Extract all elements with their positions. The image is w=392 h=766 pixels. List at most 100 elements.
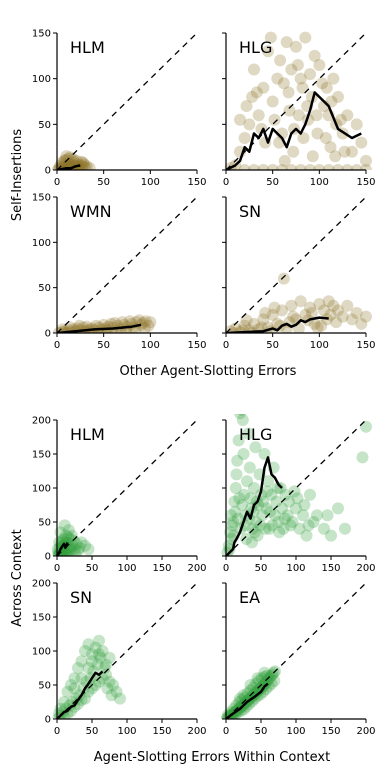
scatter-point — [304, 68, 316, 81]
scatter-point — [268, 674, 281, 687]
scatter-point — [292, 109, 305, 122]
trend-line — [225, 316, 329, 333]
scatter-point — [101, 682, 114, 695]
scatter-point — [315, 9, 327, 21]
y-tick-label: 200 — [32, 416, 51, 427]
scatter-point — [320, 81, 333, 94]
scatter-point — [100, 668, 112, 681]
scatter-point — [278, 154, 291, 167]
scatter-point — [308, 317, 321, 330]
scatter-point — [243, 118, 256, 131]
scatter-point — [271, 72, 284, 85]
scatter-point — [271, 482, 284, 494]
scatter-point — [346, 145, 358, 158]
scatter-point — [313, 164, 326, 170]
scatter-point — [316, 77, 329, 90]
scatter-point — [82, 638, 95, 651]
scatter-point — [238, 319, 251, 332]
plot-area — [221, 414, 372, 556]
scatter-point — [355, 317, 368, 330]
scatter-point — [360, 164, 372, 170]
scatter-point — [250, 86, 263, 99]
scatter-point — [304, 301, 316, 314]
scatter-point — [360, 420, 372, 433]
scatter-point — [105, 689, 118, 702]
scatter-point — [72, 662, 84, 674]
scatter-point — [68, 672, 81, 685]
scatter-point — [248, 526, 261, 539]
x-tick-label: 100 — [286, 726, 305, 737]
scatter-point — [93, 648, 105, 661]
x-tick-label: 150 — [152, 726, 171, 737]
x-tick-label: 0 — [223, 177, 229, 188]
scatter-point — [75, 655, 88, 668]
panel-2: 0 50 100 150 HLG — [222, 9, 376, 188]
x-tick-label: 200 — [187, 563, 206, 574]
scatter-point — [258, 666, 271, 679]
scatter-point — [276, 164, 288, 170]
scatter-point — [285, 164, 298, 170]
scatter-point — [60, 150, 73, 163]
scatter-point — [327, 299, 340, 312]
scatter-point — [241, 687, 254, 700]
y-tick-label: 100 — [32, 647, 51, 658]
scatter-point — [263, 672, 276, 685]
scatter-point — [290, 40, 302, 53]
x-tick-label: 50 — [266, 177, 279, 188]
scatter-point — [108, 317, 121, 330]
top-x-axis-title: Other Agent-Slotting Errors — [120, 364, 297, 379]
scatter-point — [93, 675, 105, 688]
y-tick-label: 0 — [45, 329, 51, 340]
scatter-point — [67, 155, 80, 168]
scatter-point — [341, 299, 354, 312]
scatter-point — [251, 529, 264, 542]
scatter-point — [268, 301, 281, 314]
y-tick-label: 150 — [32, 29, 51, 40]
x-tick-label: 50 — [97, 340, 110, 351]
plot-area — [224, 9, 372, 170]
y-tick-label: 100 — [32, 484, 51, 495]
x-tick-label: 50 — [255, 726, 268, 737]
scatter-point — [105, 317, 118, 330]
scatter-point — [68, 700, 81, 713]
scatter-point — [277, 272, 290, 285]
scatter-point — [304, 488, 316, 501]
x-tick-label: 50 — [86, 563, 99, 574]
scatter-point — [78, 158, 91, 170]
scatter-point — [244, 492, 257, 505]
scatter-point — [265, 488, 278, 501]
scatter-point — [260, 502, 273, 515]
scatter-point — [276, 502, 288, 515]
scatter-point — [287, 145, 300, 158]
scatter-point — [70, 692, 83, 705]
scatter-point — [322, 295, 335, 308]
scatter-point — [75, 672, 88, 685]
x-tick-label: 150 — [321, 563, 340, 574]
scatter-point — [244, 679, 257, 691]
panel-title: WMN — [70, 202, 112, 221]
scatter-point — [272, 516, 285, 528]
scatter-point — [336, 310, 349, 323]
trend-line — [225, 682, 269, 719]
scatter-point — [249, 441, 262, 454]
x-tick-label: 200 — [187, 726, 206, 737]
scatter-point — [100, 658, 112, 671]
scatter-point — [248, 688, 260, 701]
top-y-axis-title: Self-Insertions — [10, 129, 25, 222]
scatter-point — [59, 702, 72, 715]
scatter-point — [103, 651, 116, 664]
x-tick-label: 0 — [54, 340, 60, 351]
scatter-point — [322, 164, 335, 170]
scatter-point — [311, 321, 324, 333]
panel-6: 0 50 100 150 200 HLG — [221, 414, 376, 574]
scatter-point — [254, 519, 267, 532]
scatter-point — [262, 680, 275, 693]
scatter-point — [332, 304, 344, 317]
scatter-point — [68, 682, 81, 695]
scatter-point — [311, 509, 323, 522]
scatter-point — [350, 118, 363, 131]
y-tick-label: 0 — [45, 552, 51, 563]
scatter-point — [66, 153, 79, 166]
scatter-point — [224, 526, 237, 539]
